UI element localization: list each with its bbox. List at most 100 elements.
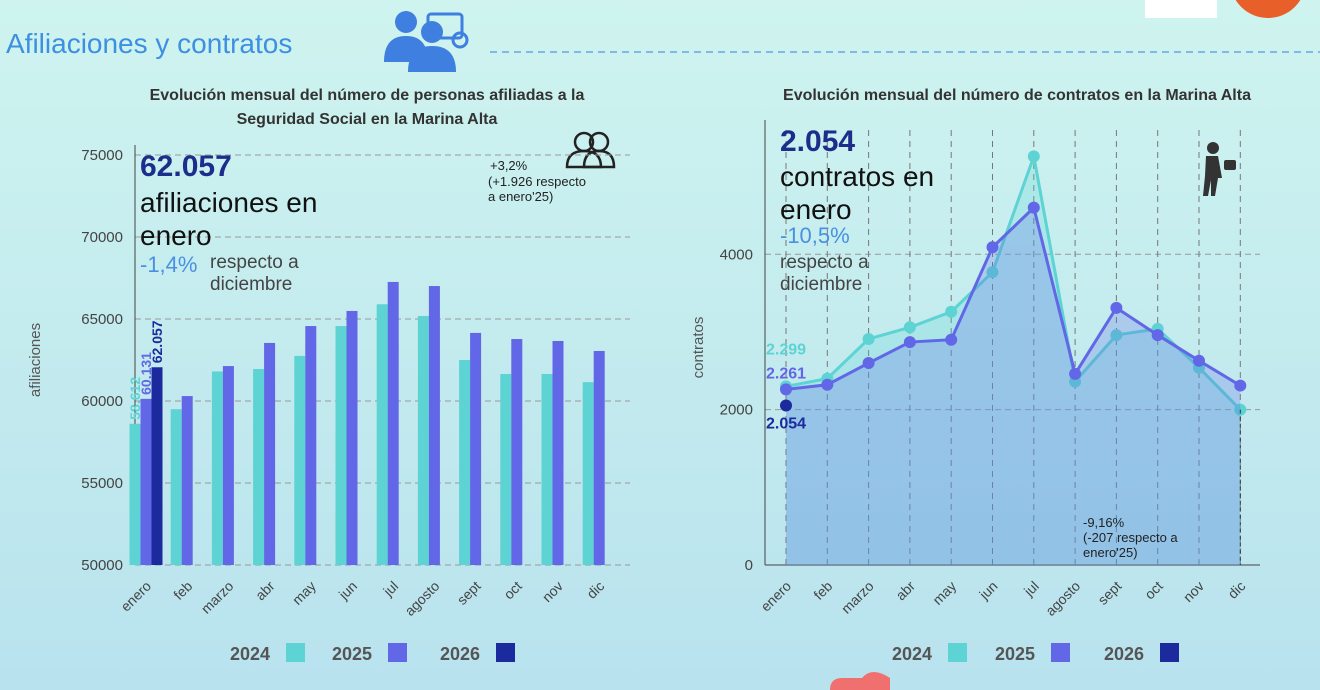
- bar: [582, 382, 594, 565]
- x-tick-label: jul: [1020, 578, 1042, 600]
- point: [1151, 329, 1164, 342]
- x-tick-label: agosto: [1042, 578, 1083, 619]
- y-tick-label: 0: [745, 557, 753, 574]
- y-tick-label: 70000: [81, 229, 123, 246]
- bar: [129, 423, 141, 565]
- point: [903, 321, 916, 334]
- point: [1069, 367, 1082, 380]
- point: [821, 378, 834, 391]
- y-axis-label: contratos: [690, 317, 707, 379]
- x-tick-label: feb: [810, 578, 835, 603]
- point: [1234, 379, 1247, 392]
- bar: [305, 326, 317, 565]
- x-tick-label: feb: [170, 578, 195, 603]
- bar: [294, 355, 306, 565]
- annotation-change: -1,4%: [140, 252, 198, 277]
- annotation-headline-text: contratos en enero: [780, 161, 935, 225]
- value-label: 2.054: [766, 415, 806, 432]
- annotation-headline-text: afiliaciones en enero: [140, 187, 318, 251]
- x-tick-label: oct: [500, 578, 525, 603]
- legend-swatch: [496, 643, 515, 662]
- point: [986, 266, 999, 279]
- bar: [511, 339, 523, 565]
- point: [1110, 301, 1123, 314]
- y-tick-label: 75000: [81, 147, 123, 164]
- point: [862, 332, 875, 345]
- point: [1027, 201, 1040, 214]
- point: [1110, 329, 1123, 342]
- annotation-change-text: respecto a diciembre: [780, 252, 869, 295]
- legend-swatch: [1160, 643, 1179, 662]
- bar: [470, 332, 482, 565]
- x-tick-label: dic: [583, 578, 607, 602]
- annotation-yoy-text: (+1.926 respecto a enero'25): [488, 174, 586, 204]
- y-tick-label: 50000: [81, 557, 123, 574]
- x-tick-label: abr: [892, 578, 918, 604]
- annotation-headline: 2.054: [780, 125, 856, 158]
- legend-label: 2025: [332, 644, 372, 664]
- x-tick-label: nov: [1180, 578, 1207, 605]
- y-tick-label: 60000: [81, 393, 123, 410]
- point: [780, 383, 792, 396]
- bar: [222, 366, 234, 565]
- area: [786, 207, 1241, 565]
- bar: [151, 367, 163, 565]
- point: [945, 305, 958, 318]
- point: [862, 357, 875, 370]
- bar: [181, 396, 193, 565]
- value-label: 62.057: [149, 320, 165, 363]
- legend-label: 2024: [892, 644, 932, 664]
- point: [903, 336, 916, 349]
- logo-wheel: [1235, 0, 1301, 18]
- legend-label: 2025: [995, 644, 1035, 664]
- area: [786, 156, 1241, 566]
- group-icon: [565, 131, 616, 169]
- x-tick-label: oct: [1141, 578, 1166, 603]
- point: [780, 399, 792, 412]
- x-tick-label: may: [289, 578, 319, 608]
- x-tick-label: sept: [454, 578, 484, 608]
- y-tick-label: 4000: [720, 246, 753, 263]
- annotation-change-text: respecto a diciembre: [210, 252, 299, 295]
- bar: [264, 342, 276, 565]
- value-label: 2.299: [766, 341, 806, 358]
- bar: [428, 286, 440, 565]
- people-icon: [384, 11, 469, 72]
- bar: [253, 369, 265, 565]
- y-tick-label: 2000: [720, 402, 753, 419]
- bar: [500, 373, 512, 565]
- x-tick-label: jun: [975, 578, 1000, 603]
- logo: [1145, 0, 1217, 18]
- bar: [541, 373, 553, 565]
- line: [785, 150, 1242, 411]
- footer-icon: [830, 672, 890, 690]
- legend-swatch: [286, 643, 305, 662]
- annotation-headline: 62.057: [140, 150, 232, 183]
- y-tick-label: 55000: [81, 475, 123, 492]
- legend-swatch: [388, 643, 407, 662]
- x-tick-label: enero: [117, 578, 154, 615]
- legend-label: 2026: [440, 644, 480, 664]
- value-label: 60.131: [138, 352, 154, 395]
- bar: [346, 310, 358, 565]
- page-title: Afiliaciones y contratos: [6, 28, 293, 59]
- x-tick-label: marzo: [838, 578, 877, 617]
- x-tick-label: agosto: [401, 578, 442, 619]
- x-tick-label: nov: [539, 578, 566, 605]
- worker-icon: [1203, 142, 1236, 196]
- annotation-change: -10,5%: [780, 223, 850, 248]
- annotation-yoy-text: (-207 respecto a enero'25): [1083, 530, 1178, 560]
- value-label: 58.612: [127, 377, 143, 420]
- bar: [552, 340, 564, 565]
- legend-label: 2026: [1104, 644, 1144, 664]
- bar: [170, 409, 182, 565]
- legend-swatch: [948, 643, 967, 662]
- bar: [211, 371, 223, 565]
- value-label: 2.261: [766, 365, 806, 382]
- bar: [593, 350, 605, 565]
- bar: [417, 316, 429, 565]
- bar: [335, 326, 347, 565]
- point: [1193, 354, 1205, 367]
- point: [1027, 150, 1040, 163]
